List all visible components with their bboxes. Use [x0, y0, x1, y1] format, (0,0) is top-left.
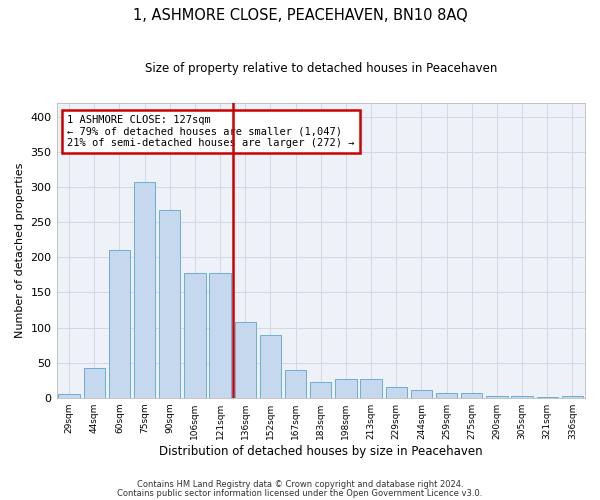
X-axis label: Distribution of detached houses by size in Peacehaven: Distribution of detached houses by size … — [159, 444, 482, 458]
Bar — [159, 210, 181, 398]
Bar — [461, 393, 482, 398]
Bar — [361, 379, 382, 398]
Text: Contains HM Land Registry data © Crown copyright and database right 2024.: Contains HM Land Registry data © Crown c… — [137, 480, 463, 489]
Bar — [83, 368, 105, 398]
Bar — [511, 396, 533, 398]
Text: 1 ASHMORE CLOSE: 127sqm
← 79% of detached houses are smaller (1,047)
21% of semi: 1 ASHMORE CLOSE: 127sqm ← 79% of detache… — [67, 115, 355, 148]
Title: Size of property relative to detached houses in Peacehaven: Size of property relative to detached ho… — [145, 62, 497, 76]
Bar — [235, 322, 256, 398]
Bar — [436, 394, 457, 398]
Bar — [184, 273, 206, 398]
Bar — [260, 336, 281, 398]
Text: 1, ASHMORE CLOSE, PEACEHAVEN, BN10 8AQ: 1, ASHMORE CLOSE, PEACEHAVEN, BN10 8AQ — [133, 8, 467, 22]
Y-axis label: Number of detached properties: Number of detached properties — [15, 162, 25, 338]
Bar — [411, 390, 432, 398]
Bar — [310, 382, 331, 398]
Bar — [285, 370, 307, 398]
Bar — [134, 182, 155, 398]
Bar — [486, 396, 508, 398]
Bar — [386, 387, 407, 398]
Bar — [536, 397, 558, 398]
Bar — [209, 273, 231, 398]
Bar — [109, 250, 130, 398]
Text: Contains public sector information licensed under the Open Government Licence v3: Contains public sector information licen… — [118, 489, 482, 498]
Bar — [58, 394, 80, 398]
Bar — [335, 380, 356, 398]
Bar — [562, 396, 583, 398]
